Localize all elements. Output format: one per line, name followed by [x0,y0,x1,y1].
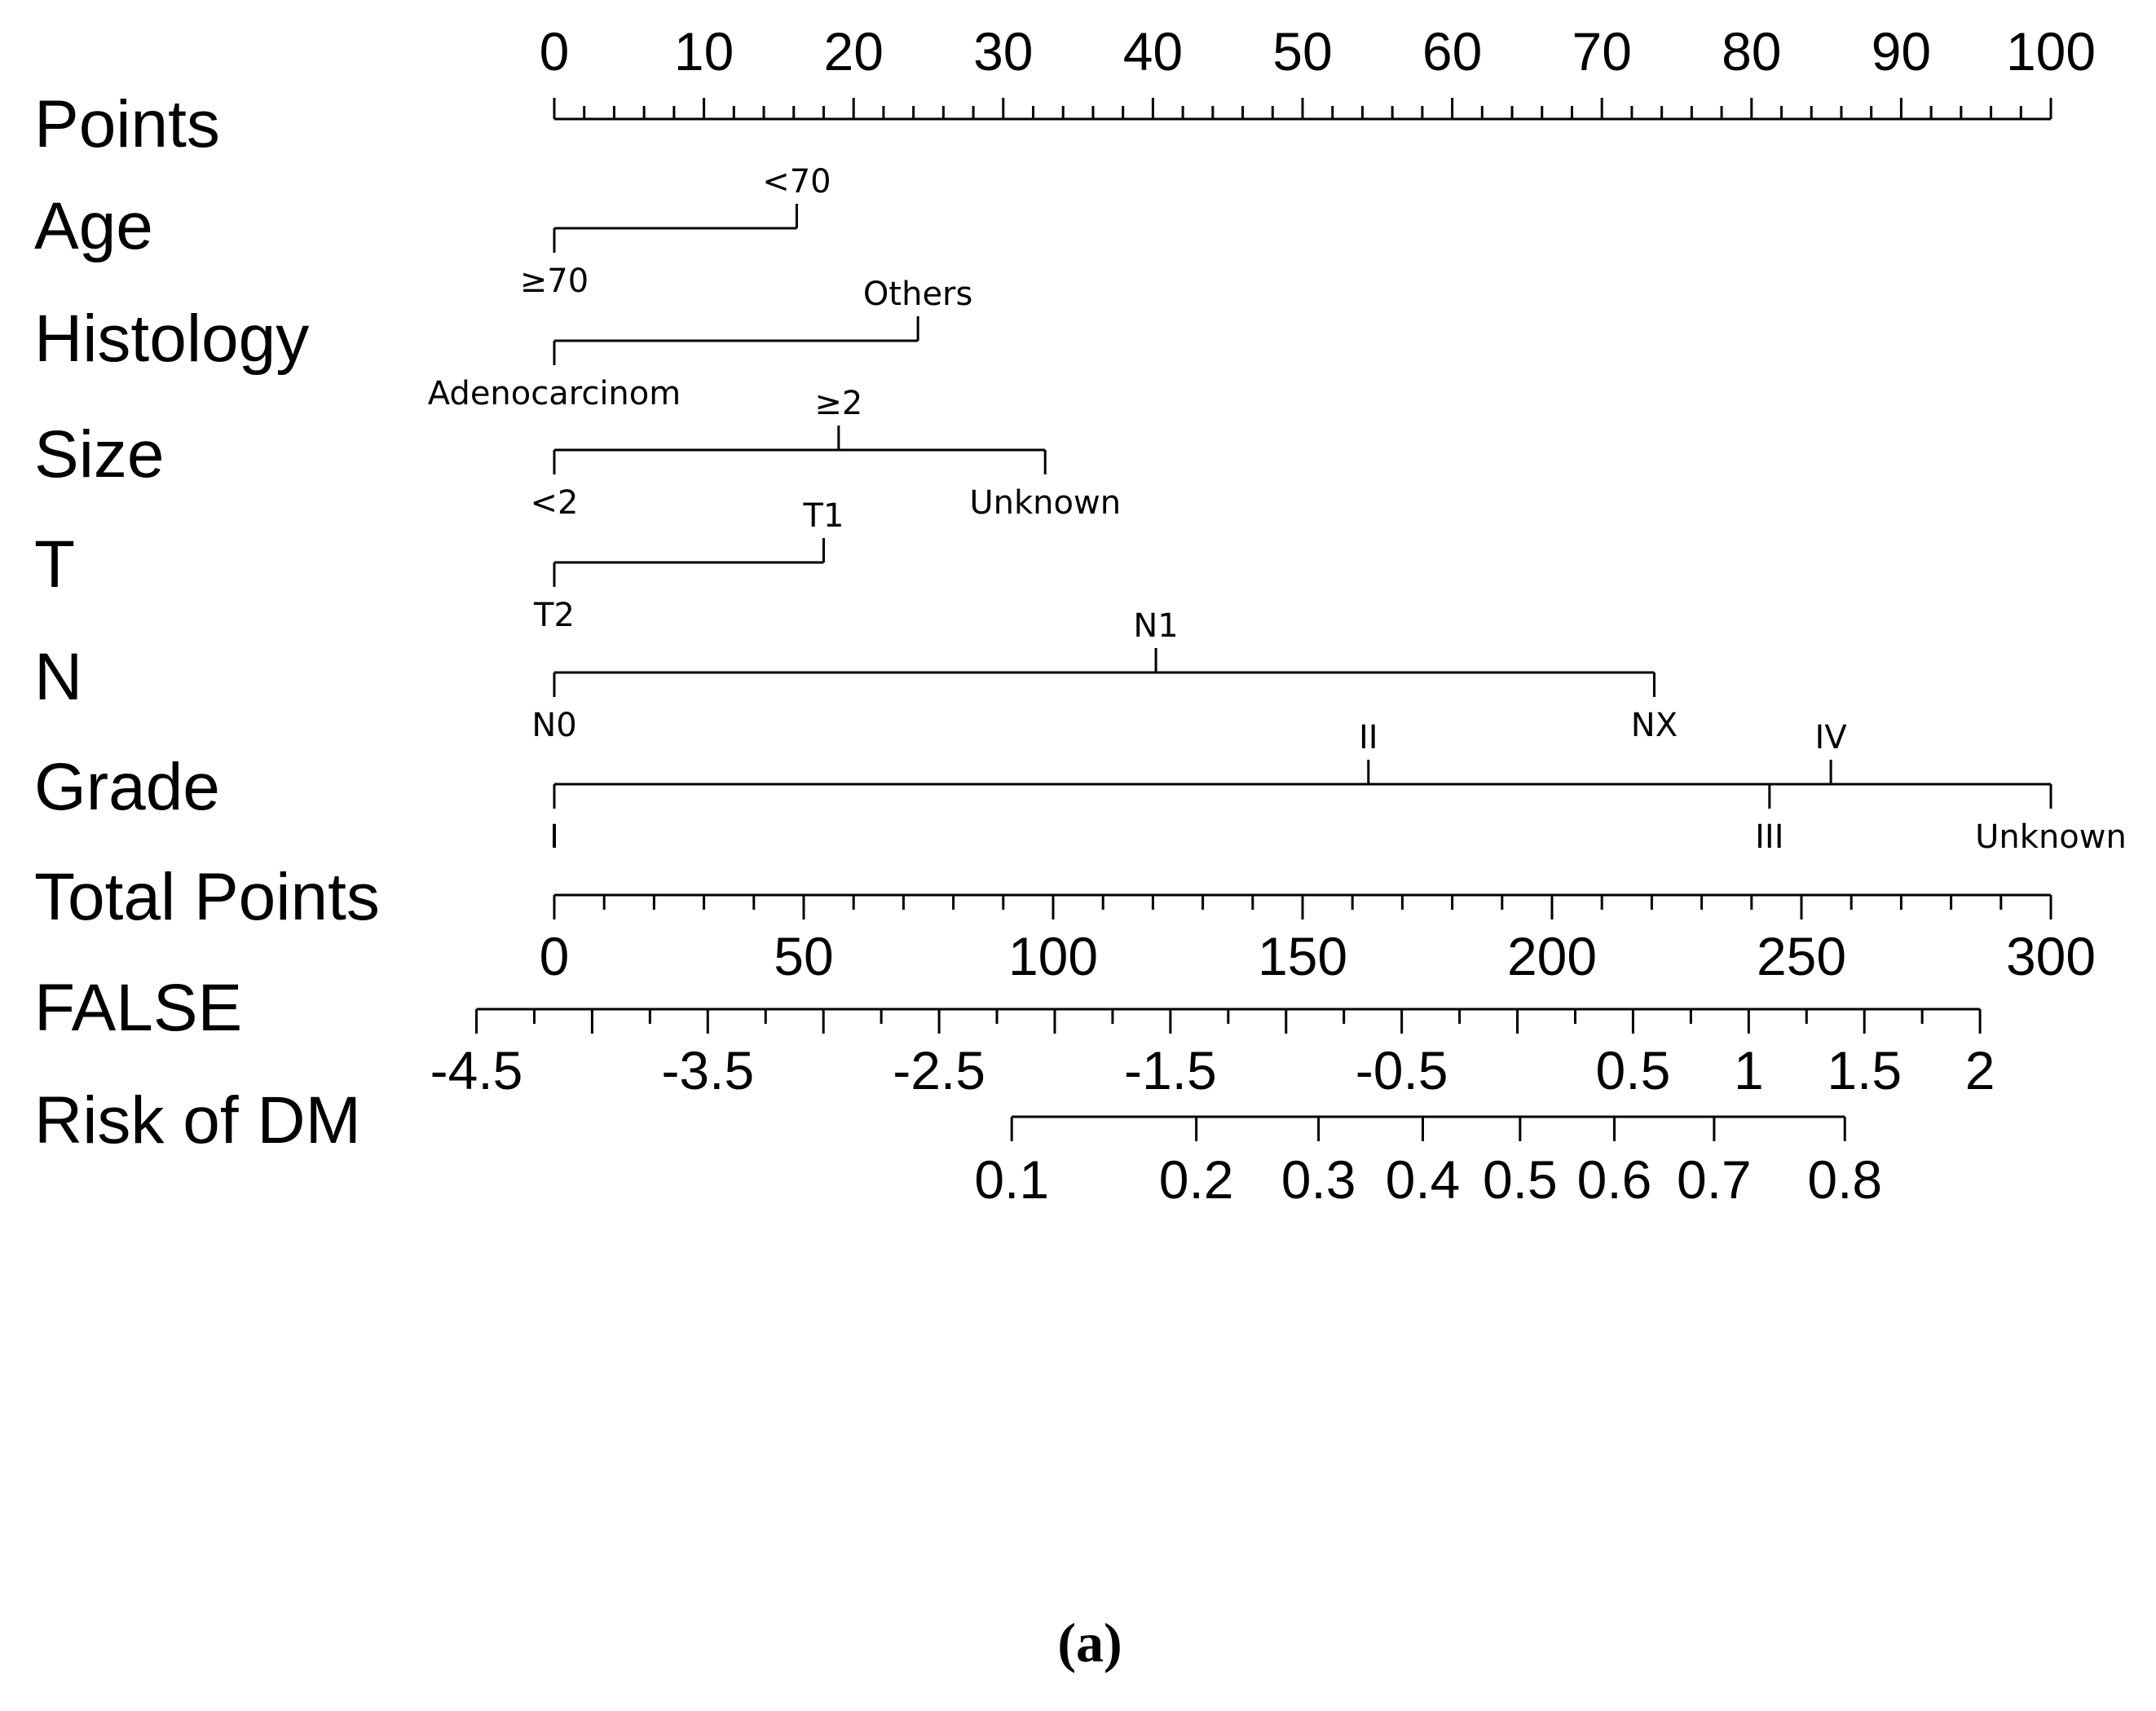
row-label-t: T [34,527,75,602]
points-tick-label: 60 [1422,21,1482,82]
points-tick-label: 20 [823,21,883,82]
lp-tick-label: -0.5 [1356,1040,1448,1100]
n-level-label-n0: N0 [531,707,576,744]
row-size: <2 ≥2 Unknown [531,385,1122,522]
age-level-label-ge70: ≥70 [520,262,589,300]
lp-tick-label: -1.5 [1124,1040,1217,1100]
row-label-points: Points [34,87,220,161]
figure-caption: (a) [1057,1612,1122,1674]
histology-level-label-adenocarcinom: Adenocarcinom [428,375,681,412]
histology-level-label-others: Others [863,276,972,313]
row-false: -4.5 -3.5 -2.5 -1.5 -0.5 0.5 1 1.5 2 [430,1008,1995,1100]
total-points-tick-label: 100 [1008,926,1098,986]
points-tick-label: 50 [1272,21,1332,82]
row-label-size: Size [34,417,165,492]
grade-level-label-iv: IV [1815,719,1848,756]
row-histology: Adenocarcinom Others [428,276,973,412]
points-tick-label: 40 [1123,21,1183,82]
row-labels: Points Age Histology Size TN Grade Total Point… [34,87,380,1158]
row-points: 0 10 20 30 40 50 60 70 80 90 100 [540,21,2096,121]
lp-tick-label: -2.5 [893,1040,985,1100]
risk-tick-label: 0.6 [1577,1149,1652,1210]
points-tick-label: 10 [674,21,734,82]
points-tick-label: 80 [1722,21,1781,82]
total-points-tick-label: 200 [1507,926,1597,986]
row-label-grade: Grade [34,750,220,824]
total-points-tick-label: 150 [1258,926,1347,986]
n-level-label-nx: NX [1631,707,1678,744]
risk-tick-label: 0.5 [1483,1149,1558,1210]
row-label-n: N [34,640,82,714]
points-tick-label: 70 [1572,21,1631,82]
points-tick-label: 90 [1872,21,1931,82]
n-level-label-n1: N1 [1133,607,1178,645]
grade-level-label-i: I [549,818,559,856]
total-points-tick-label: 250 [1757,926,1846,986]
points-tick-label: 100 [2006,21,2096,82]
size-level-label-unknown: Unknown [969,484,1121,522]
points-tick-label: 0 [540,21,570,82]
grade-level-label-ii: II [1359,719,1378,756]
row-t: T2 T1 [533,497,844,634]
total-points-tick-label: 50 [774,926,833,986]
row-risk-of-dm: 0.1 0.2 0.3 0.4 0.5 0.6 0.7 0.8 [974,1115,1882,1210]
lp-tick-label: -4.5 [430,1040,523,1100]
size-level-label-ge2: ≥2 [814,385,862,422]
risk-tick-label: 0.4 [1386,1149,1461,1210]
row-label-risk-of-dm: Risk of DM [34,1083,361,1158]
nomogram-axes: 0 10 20 30 40 50 60 70 80 90 100≥70<70Adenocarcino… [428,21,2127,1210]
risk-tick-label: 0.8 [1807,1149,1882,1210]
row-label-false: FALSE [34,971,242,1045]
risk-tick-label: 0.2 [1159,1149,1234,1210]
risk-tick-label: 0.3 [1281,1149,1356,1210]
lp-tick-label: -3.5 [661,1040,754,1100]
lp-tick-label: 0.5 [1596,1040,1671,1100]
points-tick-label: 30 [973,21,1033,82]
grade-level-label-unknown: Unknown [1975,818,2127,856]
age-level-label-lt70: <70 [762,163,831,201]
total-points-tick-label: 300 [2006,926,2096,986]
lp-tick-label: 1 [1734,1040,1764,1100]
grade-level-label-iii: III [1755,818,1783,856]
lp-tick-label: 1.5 [1827,1040,1902,1100]
row-n: N0 N1 NX [531,607,1678,744]
row-label-histology: Histology [34,302,309,376]
risk-tick-label: 0.7 [1677,1149,1752,1210]
total-points-tick-label: 0 [540,926,570,986]
lp-tick-label: 2 [1965,1040,1995,1100]
row-label-age: Age [34,189,153,263]
size-level-label-lt2: <2 [531,484,579,522]
risk-tick-label: 0.1 [974,1149,1049,1210]
row-label-total-points: Total Points [34,860,380,934]
row-total-points: 0 50 100 150 200 250 300 [540,893,2096,986]
t-level-label-t1: T1 [803,497,844,535]
t-level-label-t2: T2 [533,597,575,634]
row-age: ≥70 <70 [520,163,831,300]
